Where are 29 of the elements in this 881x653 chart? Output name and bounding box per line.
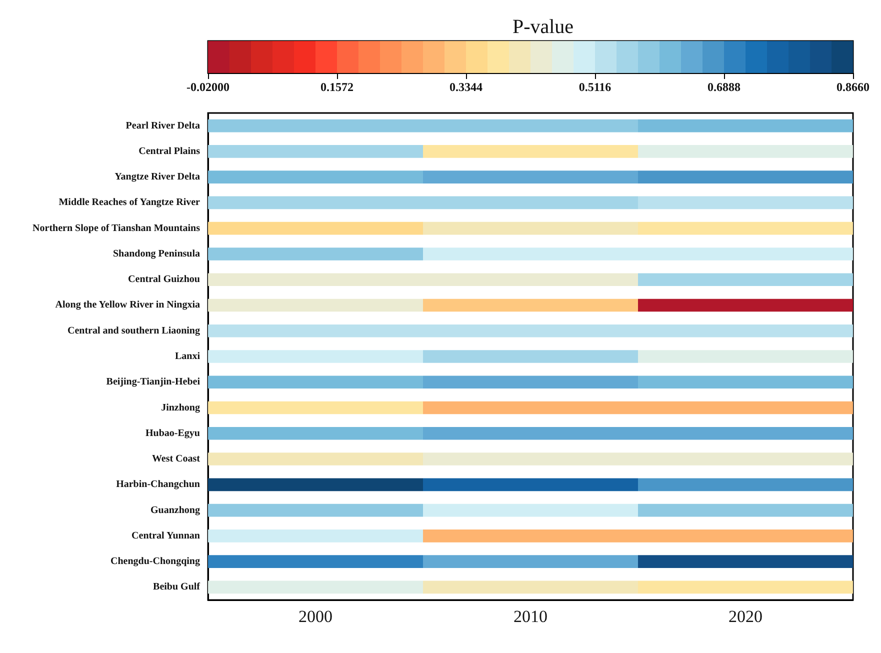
color-bar-title: P-value bbox=[512, 16, 574, 38]
color-bar-label: -0.02000 bbox=[186, 80, 230, 94]
y-tick-label: Central and southern Liaoning bbox=[67, 325, 200, 336]
color-bar-label: 0.8660 bbox=[836, 80, 870, 94]
y-tick-label: Jinzhong bbox=[161, 402, 200, 414]
y-tick-label: Central Guizhou bbox=[128, 274, 200, 286]
y-tick-label: Central Plains bbox=[138, 146, 200, 157]
y-tick-label: Beijing-Tianjin-Hebei bbox=[106, 376, 200, 388]
color-bar-label: 0.5116 bbox=[578, 80, 612, 94]
color-bar-label: 0.3344 bbox=[450, 80, 482, 94]
y-tick-label: Yangtze River Delta bbox=[114, 172, 200, 183]
y-tick-label: Central Yunnan bbox=[132, 530, 200, 542]
y-tick-label: Lanxi bbox=[174, 351, 200, 362]
y-tick-label: Shandong Peninsula bbox=[113, 248, 200, 260]
x-tick-label: 2000 bbox=[298, 607, 332, 626]
color-bar-label: 0.1572 bbox=[320, 80, 354, 94]
y-tick-label: Along the Yellow River in Ningxia bbox=[55, 300, 200, 311]
color-bar-label: 0.6888 bbox=[708, 80, 740, 94]
y-tick-label: Harbin-Changchun bbox=[116, 479, 200, 490]
y-tick-label: Middle Reaches of Yangtze River bbox=[58, 197, 201, 208]
y-tick-label: West Coast bbox=[152, 454, 201, 465]
y-tick-label: Beibu Gulf bbox=[153, 582, 201, 593]
y-tick-label: Pearl River Delta bbox=[126, 120, 200, 132]
y-tick-label: Northern Slope of Tianshan Mountains bbox=[32, 222, 200, 234]
y-tick-label: Chengdu-Chongqing bbox=[110, 556, 200, 568]
y-tick-label: Guanzhong bbox=[150, 504, 200, 516]
y-tick-label: Hubao-Egyu bbox=[146, 428, 200, 439]
x-tick-label: 2010 bbox=[514, 607, 548, 626]
x-tick-label: 2020 bbox=[728, 607, 762, 626]
